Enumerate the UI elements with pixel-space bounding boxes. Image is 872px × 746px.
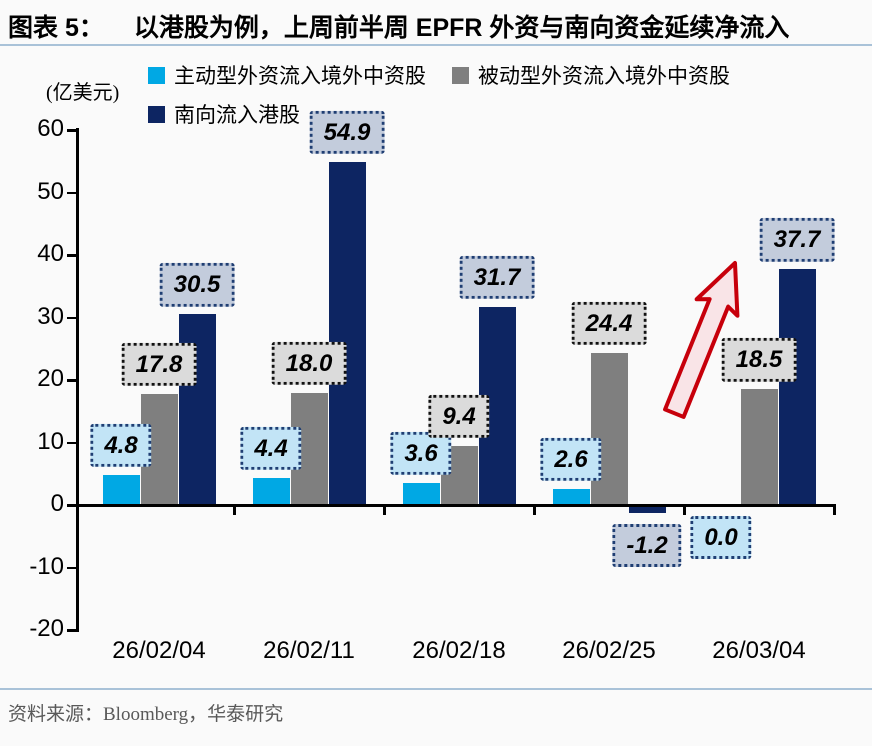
value-label: 18.0 bbox=[271, 341, 347, 385]
y-axis-line bbox=[76, 128, 79, 632]
value-label: 24.4 bbox=[571, 301, 647, 345]
bar bbox=[590, 352, 628, 505]
x-axis-tick bbox=[533, 506, 536, 515]
value-label: 3.6 bbox=[390, 431, 452, 475]
legend-label: 主动型外资流入境外中资股 bbox=[174, 64, 426, 88]
y-tick-label: 40 bbox=[37, 240, 64, 267]
source-note: 资料来源：Bloomberg，华泰研究 bbox=[8, 704, 284, 725]
y-tick-label: -20 bbox=[29, 615, 64, 642]
y-tick-label: -10 bbox=[29, 552, 64, 580]
x-tick-label: 26/03/04 bbox=[712, 637, 806, 664]
y-axis-tick bbox=[67, 254, 76, 257]
y-axis-tick bbox=[67, 191, 76, 194]
y-tick-label: 0 bbox=[50, 490, 64, 517]
value-label: 2.6 bbox=[540, 437, 602, 481]
legend-label: 南向流入港股 bbox=[174, 103, 300, 127]
legend-item-southbound: 南向流入港股 bbox=[148, 99, 300, 129]
y-tick-label: 10 bbox=[37, 427, 64, 455]
x-tick-label: 26/02/18 bbox=[412, 637, 506, 664]
bar bbox=[402, 482, 440, 505]
legend-item-active-foreign: 主动型外资流入境外中资股 bbox=[148, 60, 426, 90]
chart-legend: 主动型外资流入境外中资股 被动型外资流入境外中资股 南向流入港股 bbox=[148, 60, 730, 138]
value-label: 54.9 bbox=[309, 110, 385, 154]
y-axis-tick bbox=[67, 566, 76, 569]
x-axis-line bbox=[76, 504, 836, 507]
y-axis-tick bbox=[67, 379, 76, 382]
legend-item-passive-foreign: 被动型外资流入境外中资股 bbox=[452, 60, 730, 90]
bar bbox=[328, 161, 366, 505]
y-axis-tick bbox=[67, 441, 76, 444]
bar bbox=[102, 475, 140, 505]
y-axis-tick bbox=[67, 629, 76, 632]
value-label: 17.8 bbox=[121, 342, 197, 386]
value-label: 0.0 bbox=[690, 516, 752, 560]
legend-label: 被动型外资流入境外中资股 bbox=[478, 64, 730, 88]
bar bbox=[252, 477, 290, 505]
figure-number-label: 图表 5： bbox=[8, 14, 104, 42]
x-axis-tick bbox=[683, 506, 686, 515]
value-label: 18.5 bbox=[721, 338, 797, 382]
legend-swatch-icon bbox=[148, 105, 165, 123]
x-tick-label: 26/02/11 bbox=[263, 637, 355, 664]
figure-title: 以港股为例，上周前半周 EPFR 外资与南向资金延续净流入 bbox=[133, 14, 790, 42]
bar bbox=[740, 389, 778, 505]
value-label: 4.8 bbox=[90, 423, 152, 467]
y-axis-tick bbox=[67, 504, 76, 507]
value-label: 9.4 bbox=[428, 395, 490, 439]
x-axis-tick bbox=[383, 506, 386, 515]
x-axis-tick bbox=[233, 506, 236, 515]
y-axis-unit-label: (亿美元) bbox=[46, 82, 120, 104]
legend-row-1: 主动型外资流入境外中资股 被动型外资流入境外中资股 bbox=[148, 60, 730, 90]
y-axis-tick bbox=[67, 316, 76, 319]
value-label: 4.4 bbox=[240, 426, 302, 470]
legend-swatch-icon bbox=[148, 66, 165, 84]
value-label: 31.7 bbox=[459, 255, 535, 299]
bar bbox=[552, 488, 590, 505]
y-tick-label: 20 bbox=[37, 365, 64, 392]
bar bbox=[778, 269, 816, 505]
y-tick-label: 60 bbox=[37, 115, 64, 142]
x-axis-tick bbox=[833, 506, 836, 515]
y-tick-label: 50 bbox=[37, 177, 64, 205]
value-label: 30.5 bbox=[159, 263, 235, 307]
bar bbox=[628, 505, 666, 513]
y-tick-label: 30 bbox=[37, 302, 64, 330]
figure-footer: 资料来源：Bloomberg，华泰研究 bbox=[0, 688, 872, 726]
x-tick-label: 26/02/04 bbox=[112, 637, 206, 664]
x-tick-label: 26/02/25 bbox=[562, 637, 656, 664]
legend-swatch-icon bbox=[452, 66, 469, 84]
value-label: 37.7 bbox=[759, 218, 835, 262]
legend-row-2: 南向流入港股 bbox=[148, 99, 730, 129]
value-label: -1.2 bbox=[612, 523, 682, 567]
y-axis-tick bbox=[67, 129, 76, 132]
figure-header: 图表 5： 以港股为例，上周前半周 EPFR 外资与南向资金延续净流入 bbox=[0, 0, 872, 46]
